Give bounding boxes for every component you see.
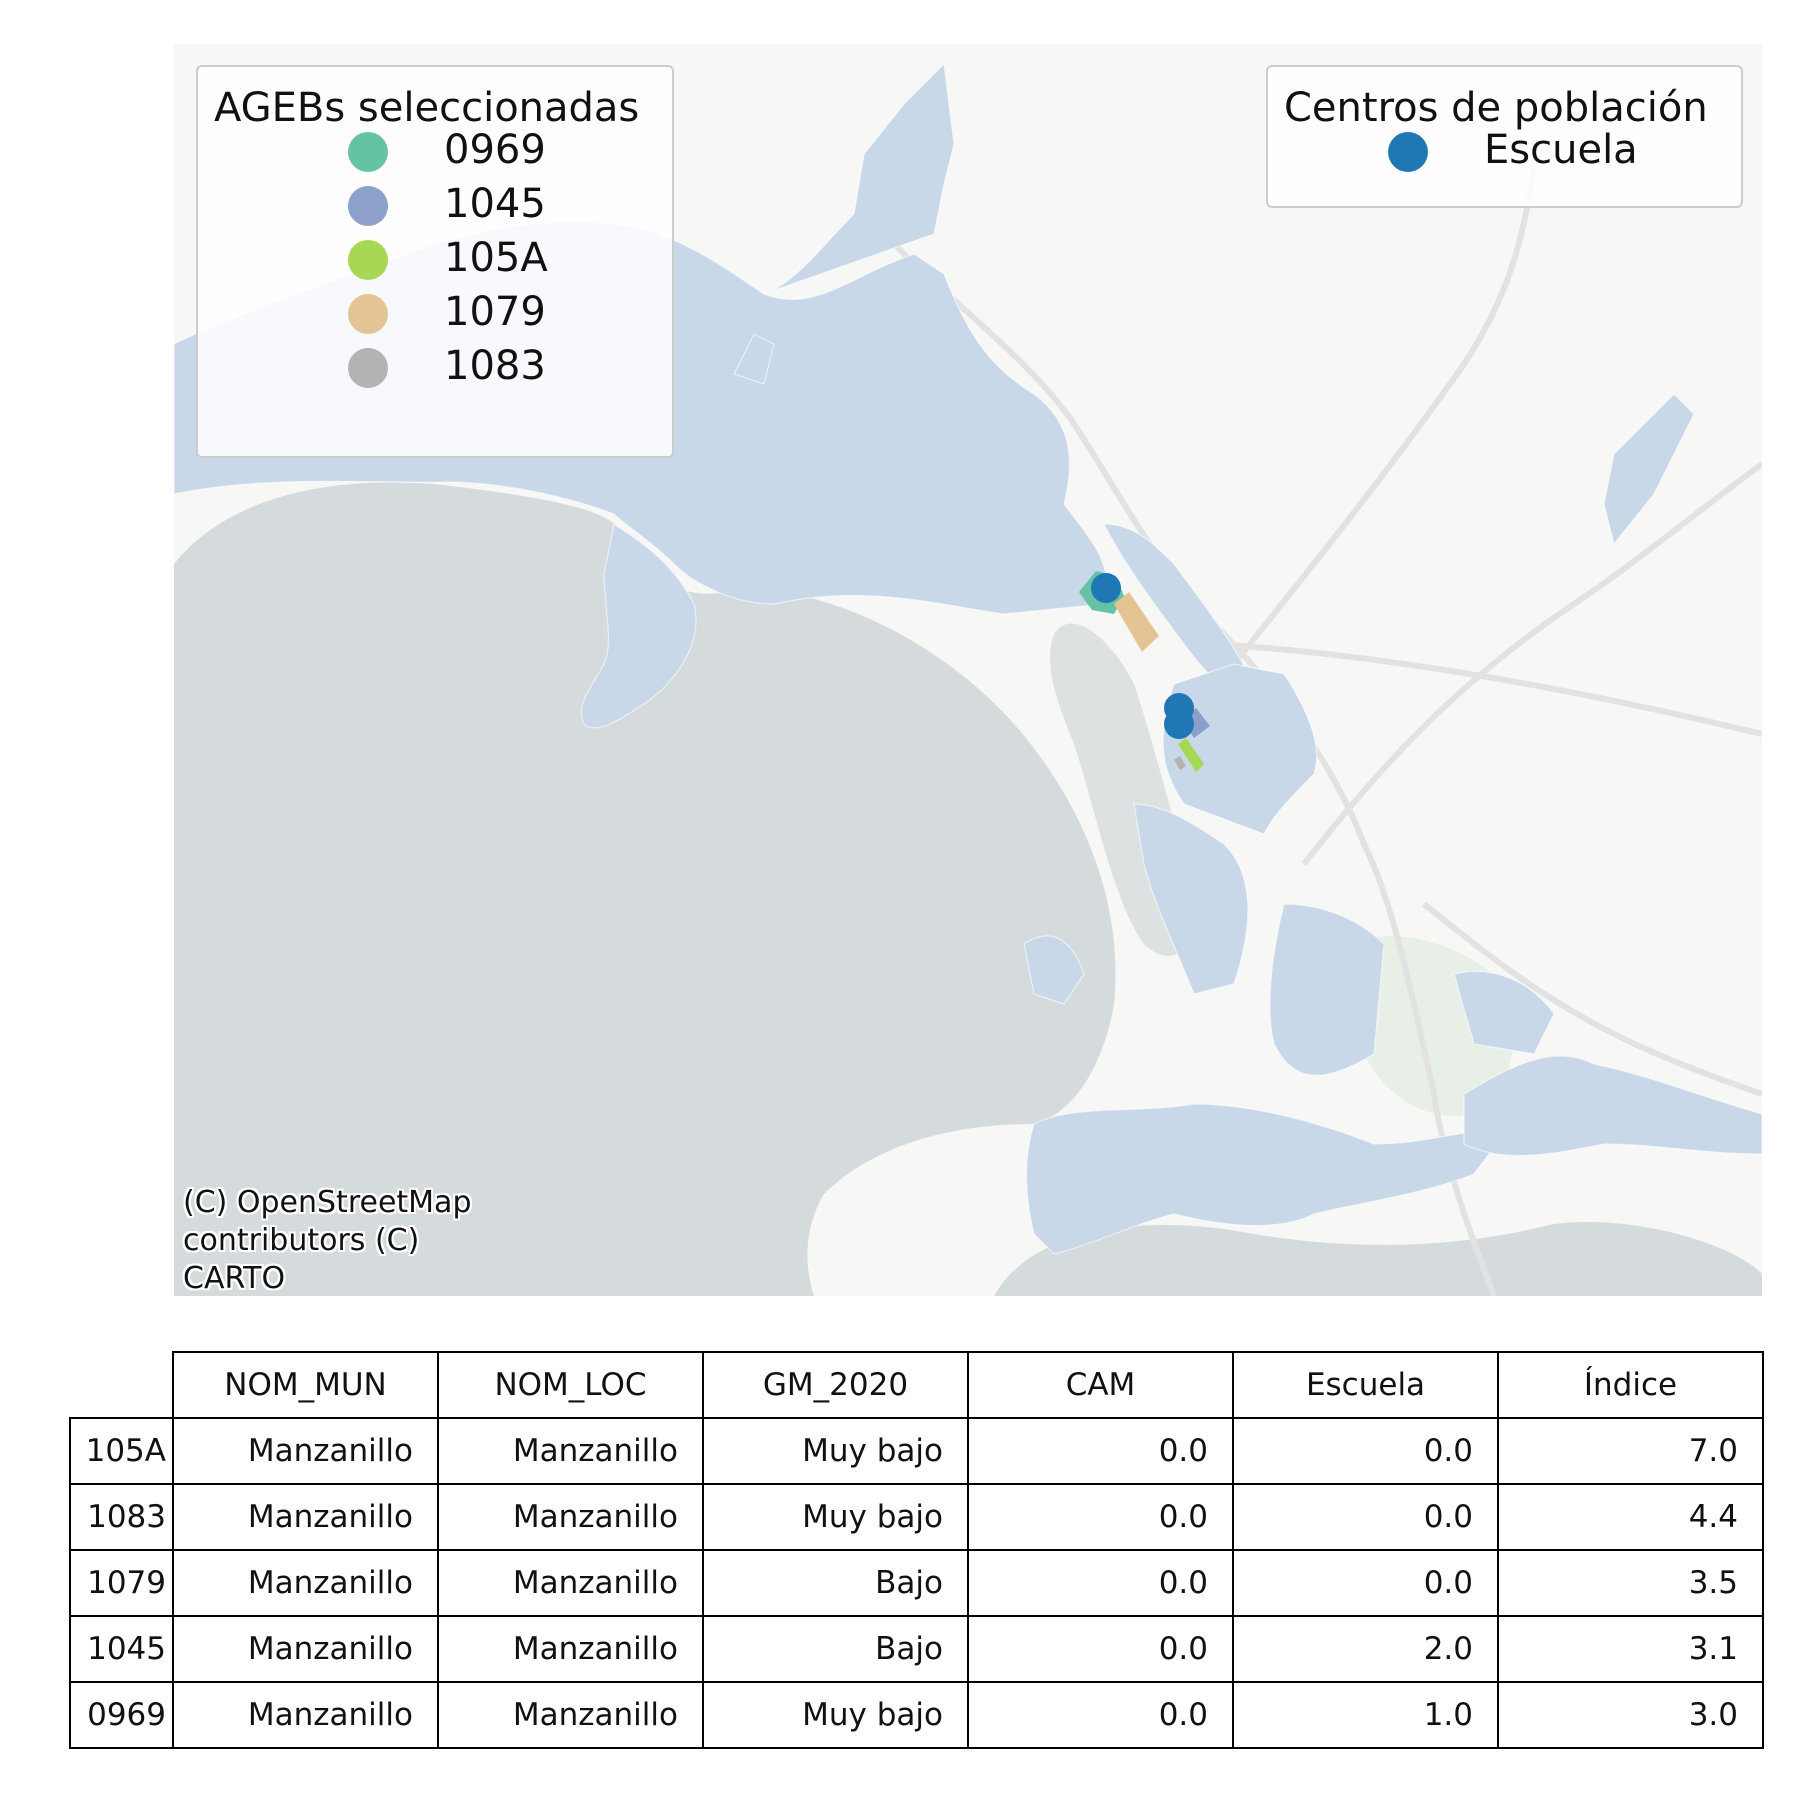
school-points [1091, 573, 1194, 739]
legend-centro-label: Escuela [1484, 127, 1638, 173]
bay-water [174, 482, 1116, 1296]
table-cell: Bajo [702, 1615, 969, 1683]
table-header-row: NOM_MUN NOM_LOC GM_2020 CAM Escuela Índi… [70, 1351, 1764, 1419]
row-index: 1083 [69, 1483, 174, 1551]
table-cell: 3.1 [1497, 1615, 1764, 1683]
legend-ageb-marker-icon [348, 132, 388, 172]
legend-ageb-marker-icon [348, 294, 388, 334]
legend-ageb-label: 1045 [444, 181, 546, 227]
legend-ageb-label: 0969 [444, 127, 546, 173]
table-cell: 0.0 [967, 1417, 1234, 1485]
legend-centro-item: Escuela [1268, 127, 1741, 177]
legend-ageb-item: 105A [198, 235, 672, 285]
table-cell: 4.4 [1497, 1483, 1764, 1551]
table-cell: Manzanillo [437, 1483, 704, 1551]
column-header: Índice [1497, 1351, 1764, 1419]
column-header: NOM_LOC [437, 1351, 704, 1419]
table-cell: 7.0 [1497, 1417, 1764, 1485]
ageb-1083-shape [1174, 756, 1186, 770]
table-cell: 1.0 [1232, 1681, 1499, 1749]
table-cell: Manzanillo [437, 1549, 704, 1617]
table-cell: 0.0 [967, 1615, 1234, 1683]
legend-ageb-marker-icon [348, 348, 388, 388]
row-index: 0969 [69, 1681, 174, 1749]
table-cell: Manzanillo [172, 1417, 439, 1485]
table-cell: Muy bajo [702, 1483, 969, 1551]
table-cell: Bajo [702, 1549, 969, 1617]
legend-centro-marker-icon [1388, 132, 1428, 172]
map-attribution: (C) OpenStreetMap contributors (C) CARTO [183, 1185, 472, 1296]
table-cell: Muy bajo [702, 1681, 969, 1749]
table-row: 105A Manzanillo Manzanillo Muy bajo 0.0 0.0 7.… [69, 1417, 1764, 1485]
ageb-table: NOM_MUN NOM_LOC GM_2020 CAM Escuela Índi… [69, 1351, 1764, 1749]
legend-ageb-item: 1045 [198, 181, 672, 231]
school-point [1164, 709, 1194, 739]
column-header: CAM [967, 1351, 1234, 1419]
legend-ageb-item: 0969 [198, 127, 672, 177]
column-header: Escuela [1232, 1351, 1499, 1419]
table-cell: 0.0 [967, 1681, 1234, 1749]
table-cell: 3.5 [1497, 1549, 1764, 1617]
table-row: 0969 Manzanillo Manzanillo Muy bajo 0.0 1.0 3.… [69, 1681, 1764, 1749]
legend-ageb-label: 105A [444, 235, 548, 281]
table-cell: Manzanillo [437, 1417, 704, 1485]
legend-ageb-label: 1083 [444, 343, 546, 389]
table-corner [70, 1352, 173, 1418]
map-panel[interactable] [174, 44, 1762, 1296]
lagoon-water [994, 1222, 1762, 1296]
legend-centros: Centros de población Escuela [1266, 65, 1743, 208]
legend-ageb-marker-icon [348, 240, 388, 280]
legend-agebs-title: AGEBs seleccionadas [214, 85, 640, 131]
row-index: 1079 [69, 1549, 174, 1617]
table-body: 105A Manzanillo Manzanillo Muy bajo 0.0 0.0 7.… [69, 1417, 1764, 1749]
ageb-1079-shape [1114, 592, 1159, 652]
road-network [891, 163, 1762, 1296]
table-cell: 3.0 [1497, 1681, 1764, 1749]
ageb-105A-shape [1178, 738, 1204, 772]
legend-ageb-marker-icon [348, 186, 388, 226]
table-cell: 0.0 [1232, 1483, 1499, 1551]
table-row: 1045 Manzanillo Manzanillo Bajo 0.0 2.0 3.1 [69, 1615, 1764, 1683]
table-cell: 0.0 [1232, 1417, 1499, 1485]
legend-agebs: AGEBs seleccionadas 0969 1045 105A 1079 1083 [196, 65, 674, 458]
table-cell: Manzanillo [172, 1549, 439, 1617]
table-cell: Manzanillo [437, 1615, 704, 1683]
table-cell: 0.0 [1232, 1549, 1499, 1617]
table-row: 1083 Manzanillo Manzanillo Muy bajo 0.0 0.0 4.… [69, 1483, 1764, 1551]
legend-ageb-label: 1079 [444, 289, 546, 335]
table-row: 1079 Manzanillo Manzanillo Bajo 0.0 0.0 3.5 [69, 1549, 1764, 1617]
table-cell: 0.0 [967, 1549, 1234, 1617]
column-header: GM_2020 [702, 1351, 969, 1419]
table-cell: Muy bajo [702, 1417, 969, 1485]
table-cell: Manzanillo [172, 1681, 439, 1749]
table-cell: Manzanillo [437, 1681, 704, 1749]
column-header: NOM_MUN [172, 1351, 439, 1419]
table-cell: 2.0 [1232, 1615, 1499, 1683]
row-index: 1045 [69, 1615, 174, 1683]
table-cell: Manzanillo [172, 1615, 439, 1683]
school-point [1091, 573, 1121, 603]
basemap [174, 44, 1762, 1296]
table-cell: Manzanillo [172, 1483, 439, 1551]
legend-ageb-item: 1083 [198, 343, 672, 393]
legend-centros-title: Centros de población [1284, 85, 1708, 131]
table-cell: 0.0 [967, 1483, 1234, 1551]
legend-ageb-item: 1079 [198, 289, 672, 339]
row-index: 105A [69, 1417, 174, 1485]
